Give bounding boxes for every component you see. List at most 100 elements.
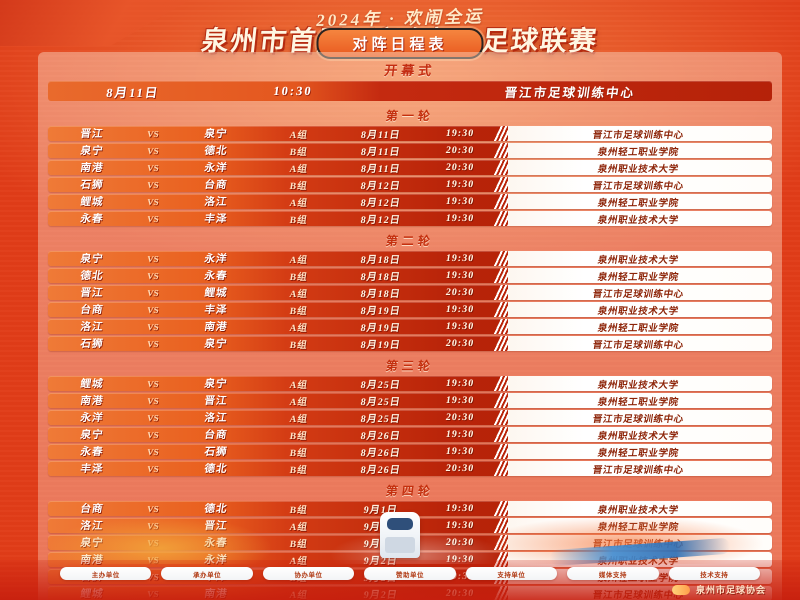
match-venue: 泉州轻工职业学院 bbox=[504, 444, 772, 459]
match-time: 19:30 bbox=[444, 429, 476, 440]
vs-label: VS bbox=[146, 412, 160, 423]
match-away-team: 泉宁 bbox=[203, 129, 229, 140]
match-home-team: 泉宁 bbox=[79, 430, 105, 441]
match-date: 8月18日 bbox=[359, 272, 402, 283]
match-group-label: B组 bbox=[288, 272, 309, 283]
match-group-label: A组 bbox=[288, 380, 309, 391]
match-venue-text: 泉州职业技术大学 bbox=[596, 215, 679, 226]
match-venue: 泉州职业技术大学 bbox=[504, 302, 772, 317]
sponsor-pill[interactable]: 赞助单位 bbox=[364, 567, 456, 580]
match-row[interactable]: 永洋 VS 洛江 A组 8月25日 20:30 晋江市足球训练中心 bbox=[48, 410, 772, 425]
vs-label: VS bbox=[146, 446, 160, 457]
match-row[interactable]: 鲤城 VS 泉宁 A组 8月25日 19:30 泉州职业技术大学 bbox=[48, 376, 772, 391]
match-row[interactable]: 晋江 VS 泉宁 A组 8月11日 19:30 晋江市足球训练中心 bbox=[48, 126, 772, 141]
match-date: 8月11日 bbox=[360, 147, 402, 158]
match-home-team: 泉宁 bbox=[79, 146, 105, 157]
match-venue-text: 泉州轻工职业学院 bbox=[596, 198, 679, 209]
match-date: 8月26日 bbox=[359, 431, 402, 442]
sponsor-pill[interactable]: 主办单位 bbox=[60, 567, 152, 580]
sponsor-pill[interactable]: 技术支持 bbox=[668, 567, 760, 580]
match-venue: 晋江市足球训练中心 bbox=[504, 126, 772, 141]
match-row[interactable]: 泉宁 VS 德北 B组 8月11日 20:30 泉州轻工职业学院 bbox=[48, 143, 772, 158]
match-away-team: 晋江 bbox=[203, 396, 229, 407]
match-venue-text: 泉州职业技术大学 bbox=[596, 380, 679, 391]
match-time: 20:30 bbox=[444, 162, 476, 173]
match-venue: 泉州职业技术大学 bbox=[504, 376, 772, 391]
vs-label: VS bbox=[146, 321, 160, 332]
match-venue-text: 泉州轻工职业学院 bbox=[596, 448, 679, 459]
match-row[interactable]: 南港 VS 永洋 A组 8月11日 20:30 泉州职业技术大学 bbox=[48, 160, 772, 175]
match-away-team: 晋江 bbox=[203, 521, 229, 532]
match-time: 20:30 bbox=[444, 338, 476, 349]
match-home-team: 鲤城 bbox=[79, 197, 105, 208]
match-row[interactable]: 鲤城 VS 洛江 A组 8月12日 19:30 泉州轻工职业学院 bbox=[48, 194, 772, 209]
match-venue-text: 晋江市足球训练中心 bbox=[591, 130, 684, 141]
match-time: 19:30 bbox=[444, 196, 476, 207]
match-date: 8月18日 bbox=[359, 255, 402, 266]
match-group-label: B组 bbox=[288, 448, 309, 459]
match-away-team: 泉宁 bbox=[203, 379, 229, 390]
match-venue-text: 泉州职业技术大学 bbox=[596, 255, 679, 266]
match-away-team: 台商 bbox=[203, 430, 229, 441]
vs-label: VS bbox=[146, 253, 160, 264]
match-home-team: 洛江 bbox=[79, 322, 105, 333]
match-group-label: B组 bbox=[288, 539, 309, 550]
match-venue: 晋江市足球训练中心 bbox=[504, 336, 772, 351]
match-row[interactable]: 泉宁 VS 台商 B组 8月26日 19:30 泉州职业技术大学 bbox=[48, 427, 772, 442]
match-row[interactable]: 台商 VS 丰泽 B组 8月19日 19:30 泉州职业技术大学 bbox=[48, 302, 772, 317]
match-venue: 晋江市足球训练中心 bbox=[504, 177, 772, 192]
match-venue: 泉州职业技术大学 bbox=[504, 501, 772, 516]
match-away-team: 丰泽 bbox=[203, 305, 229, 316]
match-row[interactable]: 南港 VS 晋江 A组 8月25日 19:30 泉州轻工职业学院 bbox=[48, 393, 772, 408]
match-date: 8月11日 bbox=[360, 130, 402, 141]
vs-label: VS bbox=[146, 128, 160, 139]
match-row[interactable]: 泉宁 VS 永洋 A组 8月18日 19:30 泉州职业技术大学 bbox=[48, 251, 772, 266]
vs-label: VS bbox=[146, 213, 160, 224]
match-date: 8月19日 bbox=[359, 306, 402, 317]
match-home-team: 鲤城 bbox=[79, 379, 105, 390]
match-row[interactable]: 石狮 VS 泉宁 B组 8月19日 20:30 晋江市足球训练中心 bbox=[48, 336, 772, 351]
match-time: 20:30 bbox=[444, 537, 476, 548]
match-home-team: 晋江 bbox=[79, 288, 105, 299]
sponsor-list: 主办单位 承办单位 协办单位 赞助单位 支持单位 媒体支持 技术支持 bbox=[60, 567, 760, 580]
sponsor-pill[interactable]: 支持单位 bbox=[465, 567, 558, 580]
match-home-team: 晋江 bbox=[79, 129, 105, 140]
match-group-label: B组 bbox=[288, 505, 309, 516]
vs-label: VS bbox=[146, 395, 160, 406]
organizer-logo-icon bbox=[671, 584, 690, 595]
match-group-label: A组 bbox=[288, 323, 309, 334]
vs-label: VS bbox=[146, 179, 160, 190]
match-home-team: 永春 bbox=[79, 447, 105, 458]
opening-date: 8月11日 bbox=[105, 85, 161, 100]
sponsor-pill[interactable]: 媒体支持 bbox=[567, 567, 659, 580]
match-venue: 晋江市足球训练中心 bbox=[504, 410, 772, 425]
match-home-team: 洛江 bbox=[79, 521, 105, 532]
match-away-team: 台商 bbox=[203, 180, 229, 191]
match-venue: 泉州职业技术大学 bbox=[504, 211, 772, 226]
vs-label: VS bbox=[146, 503, 160, 514]
title-badge: 对阵日程表 bbox=[316, 28, 484, 59]
match-date: 8月25日 bbox=[359, 397, 402, 408]
match-row[interactable]: 德北 VS 永春 B组 8月18日 19:30 泉州轻工职业学院 bbox=[48, 268, 772, 283]
sponsor-pill[interactable]: 承办单位 bbox=[161, 567, 253, 580]
match-time: 19:30 bbox=[444, 446, 476, 457]
match-home-team: 丰泽 bbox=[79, 464, 105, 475]
sponsor-pill[interactable]: 协办单位 bbox=[262, 567, 355, 580]
match-row[interactable]: 永春 VS 石狮 B组 8月26日 19:30 泉州轻工职业学院 bbox=[48, 444, 772, 459]
match-home-team: 石狮 bbox=[79, 339, 105, 350]
match-home-team: 台商 bbox=[79, 504, 105, 515]
match-venue-text: 泉州职业技术大学 bbox=[596, 505, 679, 516]
mascot-icon bbox=[380, 512, 420, 558]
match-group-label: B组 bbox=[288, 215, 309, 226]
match-row[interactable]: 丰泽 VS 德北 B组 8月26日 20:30 晋江市足球训练中心 bbox=[48, 461, 772, 476]
match-date: 8月18日 bbox=[359, 289, 402, 300]
match-group-label: A组 bbox=[288, 289, 309, 300]
match-row[interactable]: 石狮 VS 台商 B组 8月12日 19:30 晋江市足球训练中心 bbox=[48, 177, 772, 192]
match-group-label: B组 bbox=[288, 181, 309, 192]
vs-label: VS bbox=[146, 463, 160, 474]
match-row[interactable]: 晋江 VS 鲤城 A组 8月18日 20:30 晋江市足球训练中心 bbox=[48, 285, 772, 300]
match-row[interactable]: 洛江 VS 南港 A组 8月19日 19:30 泉州轻工职业学院 bbox=[48, 319, 772, 334]
match-away-team: 石狮 bbox=[203, 447, 229, 458]
match-row[interactable]: 永春 VS 丰泽 B组 8月12日 19:30 泉州职业技术大学 bbox=[48, 211, 772, 226]
match-venue: 泉州轻工职业学院 bbox=[504, 268, 772, 283]
